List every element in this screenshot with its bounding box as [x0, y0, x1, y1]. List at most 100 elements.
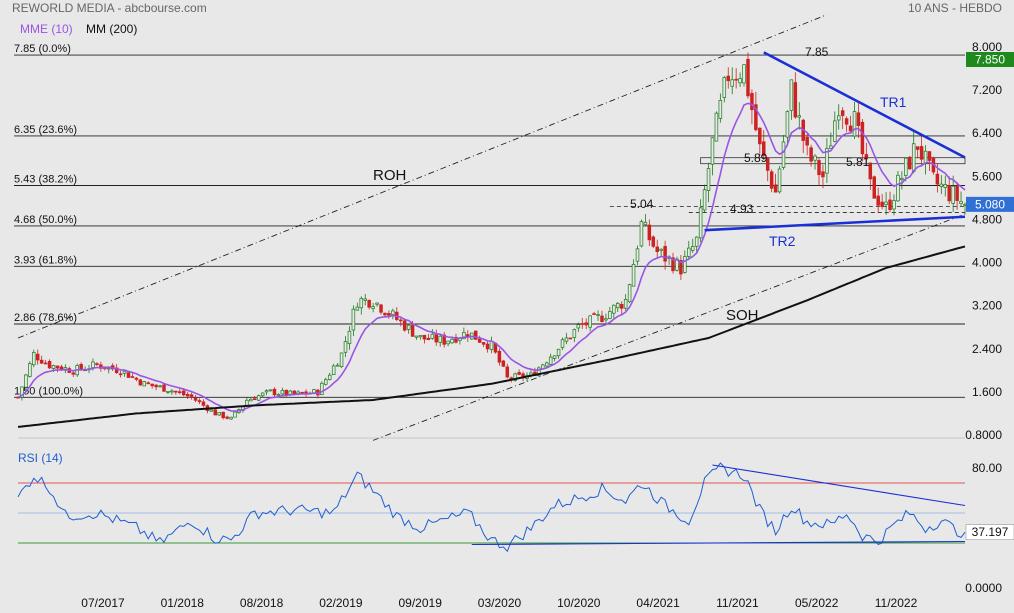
price-tick-label: 2.400 [972, 342, 1002, 356]
candle-body [170, 390, 174, 393]
candle-body [193, 397, 198, 401]
candle-body [848, 125, 853, 132]
candle-body [643, 221, 648, 226]
candle-body [185, 394, 190, 397]
candle-body [181, 390, 186, 396]
candle-body [51, 365, 56, 369]
candle-body [197, 400, 202, 403]
candle-body [347, 330, 352, 345]
rsi-trendline [712, 464, 966, 507]
rsi-title: RSI (14) [18, 451, 63, 465]
candle-body [95, 363, 99, 365]
candle-body [710, 137, 715, 165]
candle-body [260, 392, 265, 397]
candle-body [414, 335, 419, 338]
resistance-zone-box [700, 157, 966, 165]
x-tick-label: 11/2022 [875, 596, 918, 610]
candle-body [833, 120, 837, 142]
price-label-581: 5.81 [846, 155, 870, 169]
x-tick-label: 10/2020 [557, 596, 601, 610]
fib-level-label: 6.35 (23.6%) [14, 124, 77, 136]
candle-body [517, 372, 521, 375]
candle-body [43, 362, 48, 365]
candle-body [856, 112, 861, 126]
candle-body [174, 390, 178, 393]
candle-body [114, 367, 119, 374]
candle-body [943, 184, 948, 188]
candle-body [28, 363, 32, 377]
candle-body [829, 145, 833, 149]
candle-body [118, 373, 123, 376]
candle-body [505, 366, 510, 378]
candle-body [39, 359, 44, 364]
price-tick-label: 0.8000 [965, 428, 1002, 442]
candle-body [339, 352, 344, 367]
candle-body [860, 121, 865, 155]
candle-body [91, 361, 95, 368]
candle-body [410, 325, 415, 337]
annotation-tr2: TR2 [769, 233, 796, 249]
candle-body [343, 341, 348, 353]
candle-body [201, 401, 206, 406]
candle-body [446, 340, 450, 345]
candle-body [840, 110, 845, 116]
candle-body [738, 78, 742, 84]
last-price-badge [966, 196, 1014, 212]
candle-body [379, 304, 383, 313]
fib-level-label: 3.93 (61.8%) [14, 254, 77, 266]
candle-body [884, 201, 888, 205]
candle-body [714, 112, 719, 142]
candle-body [138, 379, 143, 386]
candle-body [189, 394, 194, 398]
high-price-badge-label: 7.850 [975, 53, 1005, 67]
x-tick-label: 04/2021 [636, 596, 680, 610]
candle-body [20, 386, 24, 398]
candle-body [355, 306, 360, 311]
candle-body [434, 334, 439, 343]
moving-averages [17, 102, 966, 428]
candle-body [809, 147, 813, 162]
candle-body [324, 379, 328, 385]
candle-body [544, 362, 549, 367]
candle-body [32, 352, 36, 366]
candle-body [604, 318, 608, 321]
candle-body [568, 337, 573, 340]
candle-body [268, 389, 273, 392]
candle-body [280, 390, 285, 395]
candle-body [690, 246, 695, 251]
candle-body [209, 409, 214, 412]
fib-level-label: 5.43 (38.2%) [14, 173, 77, 185]
candle-body [908, 156, 912, 170]
candle-body [777, 168, 782, 193]
rsi-panel: 80.00 0.0000 [17, 437, 1002, 595]
candle-body [679, 260, 683, 275]
candle-body [249, 398, 253, 402]
fib-level-label: 1.50 (100.0%) [14, 385, 83, 397]
candle-body [130, 376, 135, 378]
candle-body [256, 395, 261, 401]
candle-body [939, 183, 944, 187]
fib-level-label: 7.85 (0.0%) [14, 43, 71, 55]
price-tick-label: 4.000 [972, 256, 1002, 270]
candle-body [35, 353, 40, 361]
candle-body [383, 312, 387, 316]
candle-body [769, 171, 774, 189]
candle-body [450, 338, 454, 344]
price-candles [16, 52, 967, 420]
candle-body [651, 236, 656, 247]
candle-body [154, 384, 158, 388]
legend-mme: MME (10) [20, 22, 73, 36]
candle-body [726, 75, 730, 82]
fib-level-label: 2.86 (78.6%) [14, 312, 77, 324]
candle-body [880, 201, 884, 207]
candle-body [647, 224, 652, 241]
candle-body [762, 141, 766, 156]
candle-body [233, 411, 237, 418]
candle-body [655, 246, 659, 252]
candle-body [639, 221, 644, 247]
candle-body [596, 314, 600, 316]
candle-body [331, 365, 336, 376]
candle-body [608, 311, 612, 319]
candle-body [134, 377, 139, 380]
